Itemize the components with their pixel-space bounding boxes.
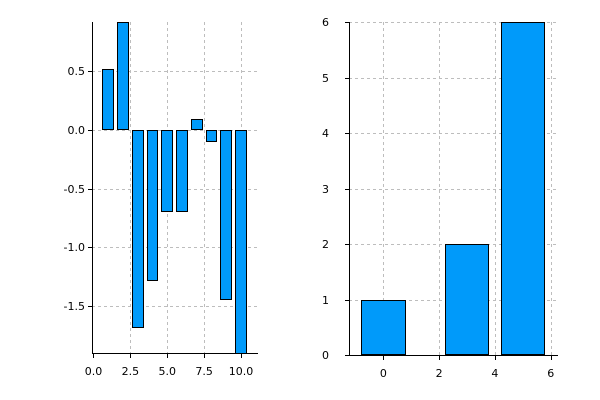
y-tick-label: 3 xyxy=(322,182,329,196)
y-axis-spine xyxy=(92,22,93,354)
bar xyxy=(131,129,144,329)
x-tick-mark xyxy=(204,354,206,358)
v-gridline xyxy=(494,22,496,355)
bar xyxy=(161,129,174,213)
h-gridline xyxy=(349,22,558,23)
x-tick-mark xyxy=(130,354,132,358)
y-tick-label: 6 xyxy=(322,16,329,29)
bar xyxy=(444,244,490,355)
x-tick-mark xyxy=(494,356,496,360)
h-gridline xyxy=(349,133,558,134)
y-tick-mark xyxy=(88,71,92,73)
bar xyxy=(190,119,203,130)
y-tick-label: 5 xyxy=(322,71,329,85)
y-tick-mark xyxy=(88,247,92,249)
x-tick-mark xyxy=(439,356,441,360)
y-tick-mark xyxy=(345,355,349,356)
x-axis-spine xyxy=(349,355,558,356)
x-tick-label: 10.0 xyxy=(228,365,254,378)
x-tick-mark xyxy=(241,354,243,358)
y-tick-label: -1.0 xyxy=(63,241,85,255)
bar xyxy=(360,299,406,355)
y-axis-spine xyxy=(349,22,350,356)
y-tick-label: 4 xyxy=(322,127,329,140)
y-tick-label: 0.0 xyxy=(67,123,86,137)
y-tick-mark xyxy=(345,22,349,23)
bar xyxy=(146,129,159,282)
bar xyxy=(235,129,247,354)
v-gridline xyxy=(204,22,206,353)
v-gridline xyxy=(439,22,441,355)
bar xyxy=(500,22,546,355)
x-tick-label: 6 xyxy=(547,367,555,380)
h-gridline xyxy=(349,188,558,190)
h-gridline xyxy=(92,71,258,73)
x-tick-mark xyxy=(550,356,552,360)
x-tick-label: 5.0 xyxy=(158,365,177,378)
y-tick-label: 0.5 xyxy=(67,65,86,79)
bar xyxy=(176,129,188,213)
h-gridline xyxy=(92,247,258,249)
bar xyxy=(102,68,115,130)
y-tick-mark xyxy=(345,133,349,134)
y-tick-label: 1 xyxy=(322,293,329,307)
y-tick-mark xyxy=(345,299,349,301)
x-tick-label: 2 xyxy=(435,367,443,380)
h-gridline xyxy=(349,77,558,79)
v-gridline xyxy=(550,22,552,355)
y-tick-mark xyxy=(345,188,349,190)
x-tick-mark xyxy=(93,354,95,358)
bar xyxy=(117,22,129,130)
x-tick-label: 0.0 xyxy=(84,365,103,378)
bar xyxy=(220,129,233,301)
bar-area xyxy=(349,22,558,356)
x-tick-label: 7.5 xyxy=(195,365,213,378)
x-axis-spine xyxy=(92,353,258,354)
y-tick-label: -0.5 xyxy=(63,182,85,196)
v-gridline xyxy=(383,22,385,355)
y-tick-mark xyxy=(88,188,92,190)
y-tick-mark xyxy=(88,129,92,131)
x-tick-label: 2.5 xyxy=(121,365,140,378)
y-tick-label: 2 xyxy=(322,238,329,251)
bar-area xyxy=(92,22,258,354)
h-gridline xyxy=(92,306,258,308)
h-gridline xyxy=(92,188,258,190)
y-tick-mark xyxy=(345,244,349,245)
y-tick-mark xyxy=(88,306,92,308)
y-tick-label: -1.5 xyxy=(63,300,85,314)
x-tick-label: 4 xyxy=(491,367,499,380)
x-tick-label: 0 xyxy=(379,367,387,380)
y-tick-mark xyxy=(345,77,349,79)
v-gridline xyxy=(130,22,132,353)
x-tick-mark xyxy=(167,354,169,358)
bar xyxy=(205,129,218,142)
y-tick-label: 0 xyxy=(322,349,329,362)
h-gridline xyxy=(92,129,258,131)
x-tick-mark xyxy=(383,356,385,360)
